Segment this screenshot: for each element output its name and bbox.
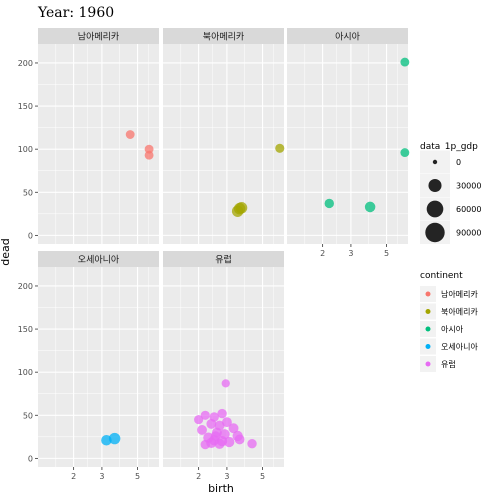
data-point xyxy=(364,201,376,213)
panel-2: 북아메리카 xyxy=(163,28,285,244)
panel-3-strip-label: 아시아 xyxy=(335,32,361,43)
y-tick-label: 150 xyxy=(18,102,33,111)
color-legend-swatch xyxy=(425,344,431,349)
color-legend-label: 오세아니아 xyxy=(441,342,478,352)
color-legend-label: 남아메리카 xyxy=(441,289,478,299)
size-legend-label: 60000 xyxy=(456,205,481,214)
data-point xyxy=(234,434,245,445)
y-tick-label: 200 xyxy=(18,59,33,68)
x-tick-label: 3 xyxy=(348,249,353,258)
data-point xyxy=(210,431,221,441)
panel-1-background xyxy=(38,44,159,244)
data-point xyxy=(224,436,235,448)
data-point xyxy=(217,408,227,419)
color-legend-swatch xyxy=(425,326,431,332)
y-axis-label: dead xyxy=(0,238,12,265)
x-tick-label: 5 xyxy=(260,472,265,481)
panel-4-strip xyxy=(38,251,159,267)
size-legend-title: data_1p_gdp xyxy=(420,142,478,152)
size-legend-label: 0 xyxy=(456,158,461,167)
panel-5: 유럽 2 3 5 xyxy=(163,251,284,481)
panel-3-strip xyxy=(287,28,408,44)
panel-4-strip-label: 오세아니아 xyxy=(78,255,120,266)
x-tick-label: 3 xyxy=(99,472,104,481)
x-tick-label: 2 xyxy=(196,472,201,481)
data-point xyxy=(247,439,257,449)
data-point xyxy=(228,423,239,434)
panel-1: 남아메리카 0 50 100 150 200 xyxy=(18,28,159,244)
panel-4: 오세아니아 0 50 100 150 200 2 3 5 xyxy=(18,251,159,481)
data-point xyxy=(108,432,121,445)
panel-1-strip-label: 남아메리카 xyxy=(78,32,119,43)
panel-2-strip xyxy=(163,28,284,44)
color-legend-title: continent xyxy=(420,271,463,281)
legend-layer: data_1p_gdp 0 30000 60000 90000 continent 남아메리… xyxy=(420,142,481,372)
panel-5-strip xyxy=(163,251,284,267)
panel-3-background xyxy=(287,44,408,244)
data-point xyxy=(200,439,210,450)
data-point xyxy=(400,57,410,67)
panel-1-strip xyxy=(38,28,159,44)
y-tick-label: 50 xyxy=(23,411,33,420)
color-legend-label: 유럽 xyxy=(441,360,456,369)
data-point xyxy=(197,424,207,435)
chart-title: Year: 1960 xyxy=(37,5,114,21)
data-point xyxy=(194,415,204,425)
data-point xyxy=(400,148,410,158)
data-point xyxy=(221,379,230,388)
x-tick-label: 5 xyxy=(384,249,389,258)
data-point xyxy=(144,150,154,160)
x-tick-label: 2 xyxy=(320,249,325,258)
panel-2-background xyxy=(163,44,284,244)
size-legend-circle xyxy=(425,222,445,243)
size-legend-circle xyxy=(426,200,444,218)
data-point xyxy=(235,202,248,214)
y-tick-label: 100 xyxy=(18,368,33,377)
x-tick-label: 3 xyxy=(224,472,229,481)
y-tick-label: 150 xyxy=(18,325,33,334)
data-point xyxy=(200,410,210,420)
data-point xyxy=(214,438,225,449)
panel-5-strip-label: 유럽 xyxy=(215,255,232,266)
y-tick-label: 200 xyxy=(18,282,33,291)
color-legend-swatch xyxy=(425,309,431,314)
y-tick-label: 0 xyxy=(28,454,33,463)
x-axis-label: birth xyxy=(208,482,234,495)
panel-4-background xyxy=(38,267,159,467)
color-legend-swatch xyxy=(425,361,431,367)
y-tick-label: 50 xyxy=(23,188,33,197)
y-tick-label: 100 xyxy=(18,145,33,154)
panel-3: 아시아 2 3 5 xyxy=(287,28,410,258)
size-legend-label: 30000 xyxy=(456,182,481,191)
color-legend-label: 북아메리카 xyxy=(441,307,478,317)
size-legend-circle xyxy=(428,178,442,193)
data-point xyxy=(221,417,232,428)
size-legend-circle xyxy=(432,159,438,165)
data-point xyxy=(125,130,135,139)
data-point xyxy=(324,198,334,209)
size-legend-label: 90000 xyxy=(456,229,481,238)
data-point xyxy=(275,143,285,153)
color-legend-label: 아시아 xyxy=(441,324,464,334)
panel-2-strip-label: 북아메리카 xyxy=(203,32,244,43)
x-tick-label: 5 xyxy=(135,472,140,481)
y-tick-label: 0 xyxy=(28,231,33,240)
panels-layer: 남아메리카 0 50 100 150 200 북아메리카 아시아 2 3 5 오세아니아 0 50 100 1… xyxy=(18,28,410,481)
color-legend-swatch xyxy=(425,291,431,297)
x-tick-label: 2 xyxy=(71,472,76,481)
data-point xyxy=(206,418,217,429)
